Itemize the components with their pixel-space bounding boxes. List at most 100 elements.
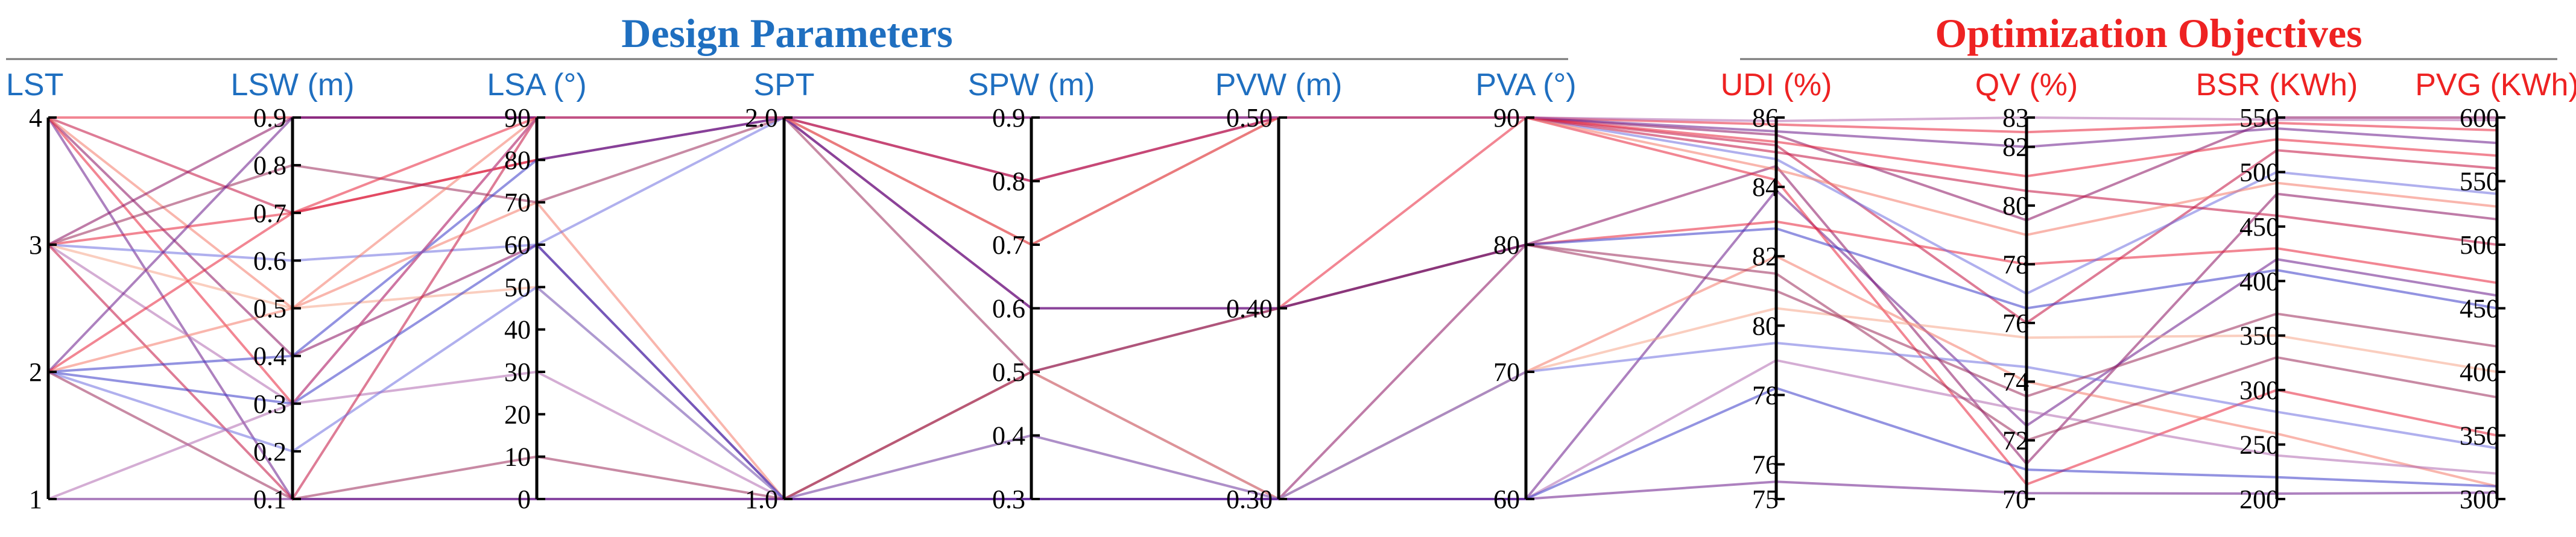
tick-label: 0.6 xyxy=(992,294,1025,324)
tick-label: 70 xyxy=(2002,485,2029,514)
axis-label: UDI (%) xyxy=(1721,68,1832,102)
tick-label: 600 xyxy=(2460,103,2499,133)
tick-label: 400 xyxy=(2239,266,2279,296)
tick-label: 2.0 xyxy=(745,103,778,133)
data-line-16 xyxy=(48,285,2498,501)
tick-label: 50 xyxy=(504,272,531,302)
tick-label: 0.40 xyxy=(1226,294,1273,324)
tick-label: 350 xyxy=(2460,421,2499,451)
tick-label: 60 xyxy=(504,230,531,260)
tick-label: 83 xyxy=(2002,103,2029,133)
axis-label: QV (%) xyxy=(1975,68,2078,102)
tick-label: 0.30 xyxy=(1226,485,1273,514)
tick-label: 75 xyxy=(1752,485,1779,514)
tick-label: 86 xyxy=(1752,103,1779,133)
tick-label: 350 xyxy=(2239,321,2279,351)
tick-label: 250 xyxy=(2239,430,2279,460)
tick-label: 0.3 xyxy=(253,389,286,419)
axis-label: LST xyxy=(6,68,63,102)
tick-label: 60 xyxy=(1493,485,1520,514)
tick-label: 4 xyxy=(29,103,42,133)
tick-label: 200 xyxy=(2239,485,2279,514)
tick-label: 90 xyxy=(1493,103,1520,133)
tick-label: 3 xyxy=(29,230,42,260)
tick-label: 82 xyxy=(1752,242,1779,271)
tick-label: 0.3 xyxy=(992,485,1025,514)
tick-label: 1 xyxy=(29,485,42,514)
axis-label: SPT xyxy=(753,68,814,102)
tick-label: 1.0 xyxy=(745,485,778,514)
axis-label: PVW (m) xyxy=(1215,68,1343,102)
tick-label: 90 xyxy=(504,103,531,133)
tick-label: 300 xyxy=(2239,375,2279,405)
section-title-1: Optimization Objectives xyxy=(1935,10,2362,56)
tick-label: 0.9 xyxy=(992,103,1025,133)
tick-label: 70 xyxy=(504,188,531,218)
data-line-8 xyxy=(48,116,2498,295)
axis-label: BSR (KWh) xyxy=(2196,68,2358,102)
axis-label: PVG (KWh) xyxy=(2415,68,2576,102)
tick-label: 400 xyxy=(2460,357,2499,387)
tick-label: 0.8 xyxy=(992,167,1025,196)
tick-label: 80 xyxy=(1493,230,1520,260)
tick-label: 20 xyxy=(504,400,531,429)
tick-label: 74 xyxy=(2002,367,2029,397)
tick-label: 550 xyxy=(2460,167,2499,196)
tick-label: 76 xyxy=(1752,450,1779,479)
tick-label: 82 xyxy=(2002,133,2029,162)
tick-label: 76 xyxy=(2002,309,2029,338)
tick-label: 0.1 xyxy=(253,485,286,514)
axis-label: LSA (°) xyxy=(487,68,586,102)
tick-label: 550 xyxy=(2239,103,2279,133)
tick-label: 30 xyxy=(504,357,531,387)
tick-label: 0.5 xyxy=(253,294,286,324)
data-line-9 xyxy=(48,243,2498,501)
tick-label: 0.5 xyxy=(992,357,1025,387)
tick-label: 0.8 xyxy=(253,151,286,180)
tick-label: 300 xyxy=(2460,485,2499,514)
tick-label: 10 xyxy=(504,442,531,472)
tick-label: 450 xyxy=(2460,294,2499,324)
tick-label: 0.7 xyxy=(992,230,1025,260)
axis-label: PVA (°) xyxy=(1475,68,1576,102)
data-lines xyxy=(47,116,2498,501)
tick-label: 500 xyxy=(2460,230,2499,260)
tick-label: 80 xyxy=(2002,191,2029,221)
tick-label: 0.50 xyxy=(1226,103,1273,133)
tick-label: 78 xyxy=(1752,380,1779,410)
tick-label: 84 xyxy=(1752,172,1779,202)
tick-label: 2 xyxy=(29,357,42,387)
tick-label: 0.4 xyxy=(253,342,286,371)
tick-label: 0.9 xyxy=(253,103,286,133)
tick-label: 0 xyxy=(517,485,531,514)
tick-label: 70 xyxy=(1493,357,1520,387)
tick-label: 0.7 xyxy=(253,198,286,228)
tick-label: 500 xyxy=(2239,157,2279,187)
tick-label: 40 xyxy=(504,315,531,345)
tick-label: 78 xyxy=(2002,250,2029,279)
data-line-15 xyxy=(48,243,2498,500)
data-line-17 xyxy=(48,243,2498,501)
tick-label: 0.4 xyxy=(992,421,1025,451)
tick-label: 80 xyxy=(504,145,531,175)
axis-label: LSW (m) xyxy=(230,68,354,102)
tick-label: 0.2 xyxy=(253,437,286,466)
tick-label: 80 xyxy=(1752,311,1779,341)
data-line-6 xyxy=(48,116,2497,246)
tick-label: 0.6 xyxy=(253,246,286,275)
tick-label: 450 xyxy=(2239,212,2279,242)
axis-label: SPW (m) xyxy=(968,68,1095,102)
